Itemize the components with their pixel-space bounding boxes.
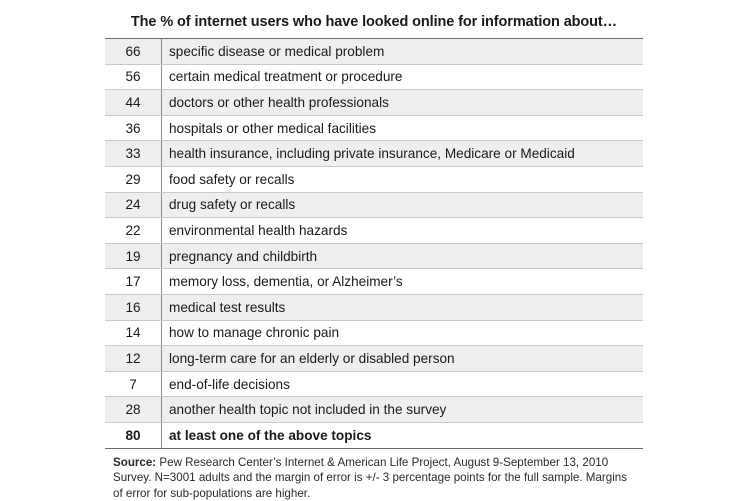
row-label: hospitals or other medical facilities: [162, 121, 376, 136]
table-title: The % of internet users who have looked …: [105, 8, 643, 39]
row-label: doctors or other health professionals: [162, 95, 389, 110]
source-label: Source:: [113, 456, 156, 469]
row-value: 14: [105, 321, 162, 346]
row-value: 16: [105, 295, 162, 320]
row-label: certain medical treatment or procedure: [162, 69, 402, 84]
row-value: 24: [105, 193, 162, 218]
row-value: 29: [105, 167, 162, 192]
row-label: health insurance, including private insu…: [162, 146, 575, 161]
row-label: end-of-life decisions: [162, 377, 290, 392]
row-label: another health topic not included in the…: [162, 402, 446, 417]
row-value: 12: [105, 346, 162, 371]
row-value: 36: [105, 116, 162, 141]
row-label: specific disease or medical problem: [162, 44, 384, 59]
row-label: long-term care for an elderly or disable…: [162, 351, 455, 366]
row-value: 56: [105, 65, 162, 90]
row-value: 44: [105, 90, 162, 115]
row-value: 19: [105, 244, 162, 269]
row-label: how to manage chronic pain: [162, 325, 339, 340]
row-value: 17: [105, 269, 162, 294]
row-value: 7: [105, 372, 162, 397]
row-label: drug safety or recalls: [162, 197, 295, 212]
row-label: food safety or recalls: [162, 172, 294, 187]
row-label: environmental health hazards: [162, 223, 347, 238]
row-value: 28: [105, 397, 162, 422]
row-label: pregnancy and childbirth: [162, 249, 317, 264]
row-label: at least one of the above topics: [162, 428, 371, 443]
row-value: 66: [105, 39, 162, 64]
table-panel: The % of internet users who have looked …: [105, 8, 643, 501]
row-label: memory loss, dementia, or Alzheimer’s: [162, 274, 403, 289]
row-value: 22: [105, 218, 162, 243]
row-label: medical test results: [162, 300, 285, 315]
source-text: Pew Research Center’s Internet & America…: [113, 456, 627, 500]
row-value: 33: [105, 141, 162, 166]
source-note: Source: Pew Research Center’s Internet &…: [105, 455, 643, 501]
row-value: 80: [105, 423, 162, 448]
